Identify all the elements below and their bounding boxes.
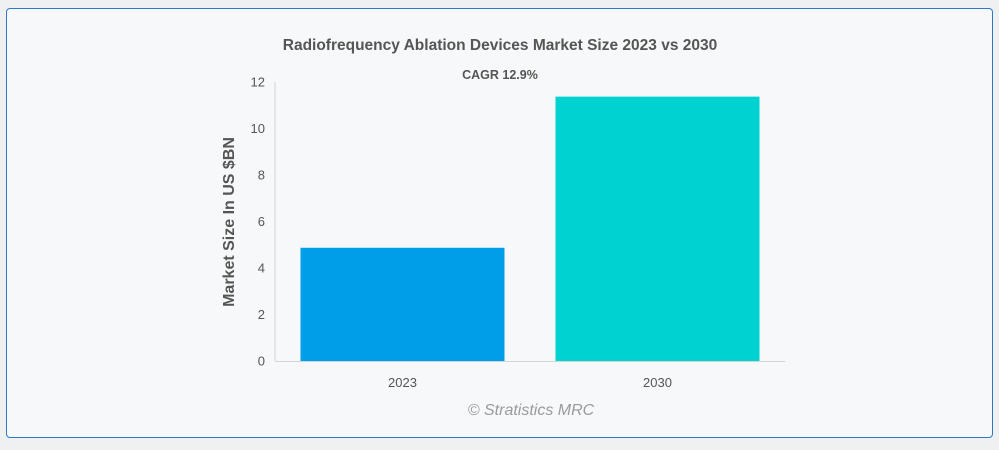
chart-frame	[6, 8, 993, 438]
watermark: © Stratistics MRC	[468, 402, 595, 419]
bars	[300, 96, 760, 362]
x-tick-label: 2023	[388, 375, 417, 390]
y-axis-label: Market Size In US $BN	[221, 137, 238, 307]
y-tick-label: 0	[258, 354, 265, 369]
y-tick-label: 12	[251, 75, 265, 90]
y-tick-label: 10	[251, 121, 265, 136]
y-tick-labels: 0 2 4 6 8 10 12	[251, 75, 265, 369]
bar-2030	[555, 96, 760, 362]
y-tick-label: 6	[258, 214, 265, 229]
bar-2023	[300, 247, 505, 361]
x-tick-label: 2030	[643, 375, 672, 390]
cagr-annotation: CAGR 12.9%	[462, 68, 538, 82]
chart-title: Radiofrequency Ablation Devices Market S…	[283, 37, 717, 54]
y-tick-label: 4	[258, 261, 265, 276]
x-tick-labels: 2023 2030	[388, 375, 672, 390]
y-tick-label: 2	[258, 307, 265, 322]
y-tick-label: 8	[258, 168, 265, 183]
